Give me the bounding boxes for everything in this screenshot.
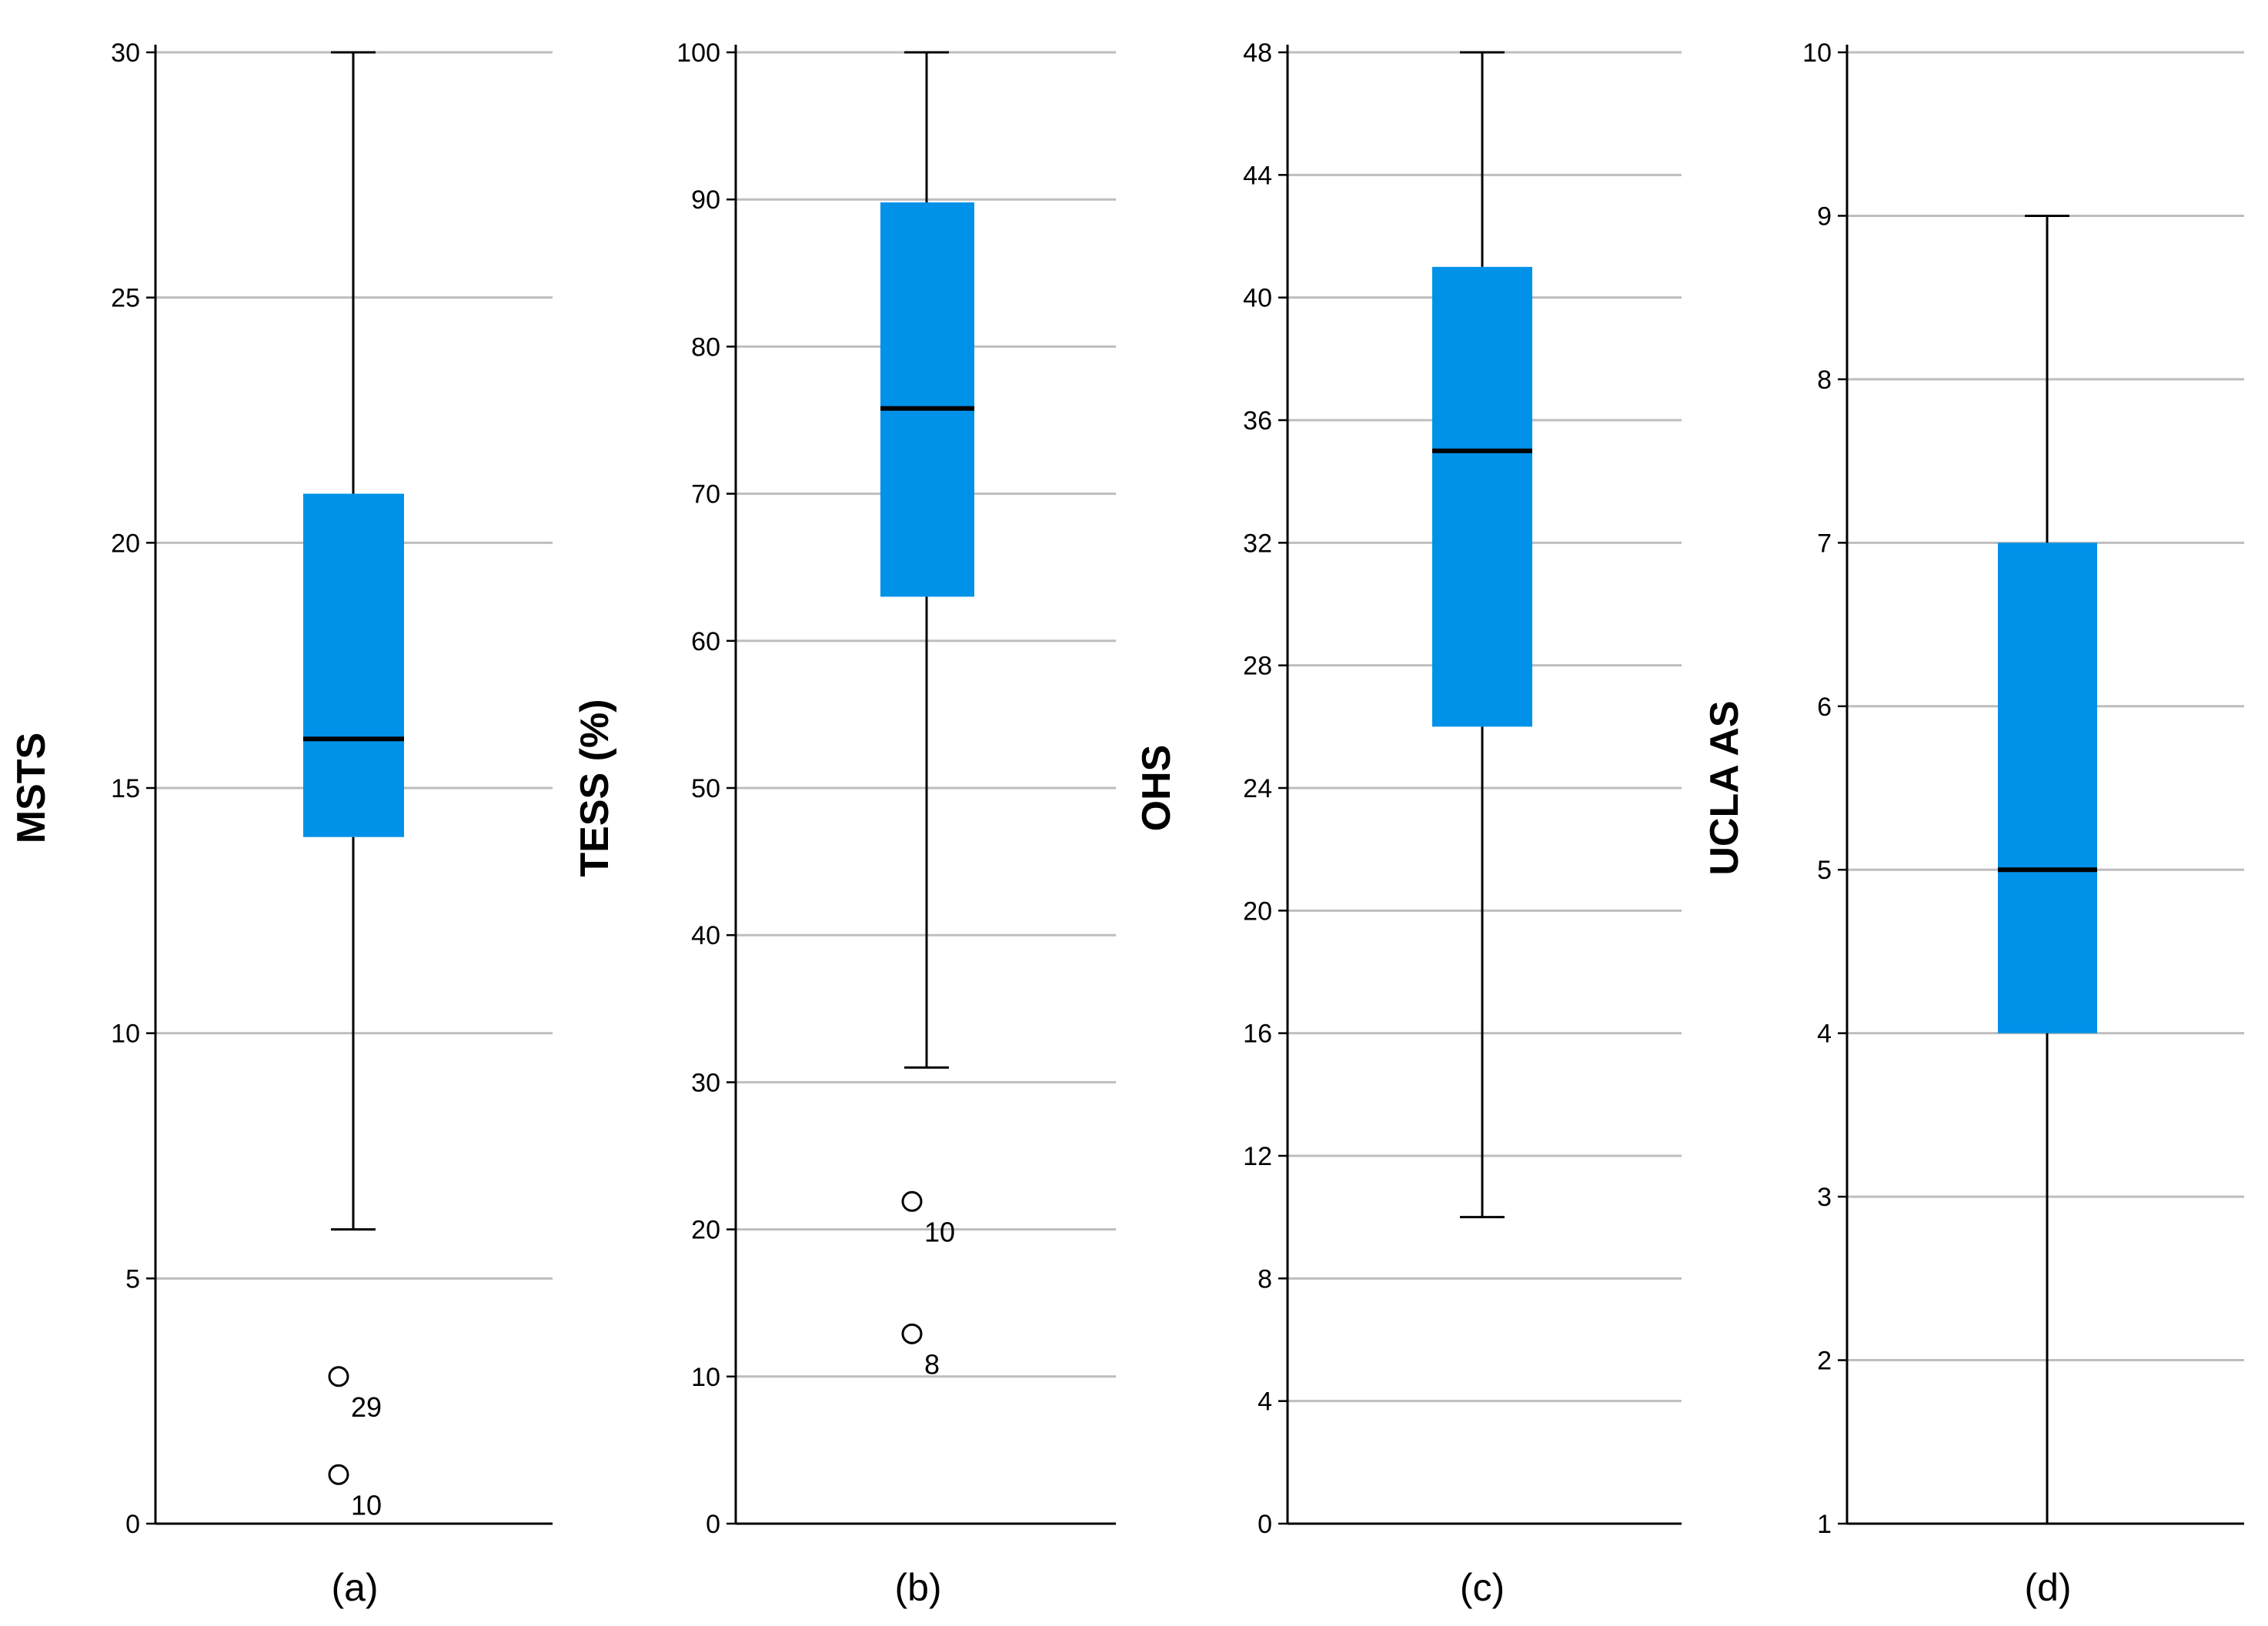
y-tick-label: 60 [691,627,720,656]
y-tick-label: 7 [1817,529,1832,558]
outlier-label: 10 [924,1216,955,1247]
y-tick-label: 8 [1817,366,1832,395]
y-tick-label: 15 [111,774,140,803]
box-iqr [1998,543,2097,1033]
y-tick-label: 0 [706,1510,720,1539]
y-tick-label: 24 [1243,774,1272,803]
panel-label: (d) [2024,1566,2071,1609]
chart-panel-2: 0 10 20 30 40 50 60 70 80 90 100 TESS (%) 10 8 (b) [573,38,1116,1609]
y-tick-label: 9 [1817,202,1832,231]
y-tick-label: 16 [1243,1020,1272,1049]
y-tick-label: 2 [1817,1347,1832,1376]
y-tick-label: 4 [1817,1020,1832,1049]
y-tick-label: 1 [1817,1510,1832,1539]
y-tick-label: 50 [691,774,720,803]
y-tick-label: 5 [1817,856,1832,885]
panel-label: (b) [894,1566,941,1609]
y-tick-label: 20 [1243,896,1272,926]
y-tick-label: 44 [1243,161,1272,190]
y-tick-label: 20 [691,1216,720,1245]
y-tick-label: 4 [1258,1387,1272,1417]
outlier-point [328,1464,349,1485]
y-tick-label: 36 [1243,406,1272,436]
chart-panel-1: 0 5 10 15 20 25 30 MSTS 29 10 (a) [9,38,553,1609]
y-tick-label: 0 [1258,1510,1272,1539]
y-tick-label: 5 [125,1264,140,1294]
y-tick-label: 10 [691,1363,720,1392]
outlier-point [328,1366,349,1387]
outlier-point [901,1190,923,1212]
panel-label: (c) [1460,1566,1505,1609]
outlier-label: 10 [351,1489,382,1521]
y-tick-label: 6 [1817,693,1832,722]
y-tick-label: 80 [691,332,720,362]
y-tick-label: 100 [676,38,720,68]
y-tick-label: 10 [111,1020,140,1049]
y-tick-label: 30 [111,38,140,68]
y-tick-label: 32 [1243,529,1272,558]
y-axis-title: UCLA AS [1702,700,1747,875]
y-axis-title: OHS [1134,745,1179,832]
y-tick-label: 90 [691,185,720,215]
y-axis-title: MSTS [9,733,54,843]
y-tick-label: 40 [691,921,720,950]
chart-panel-4: 1 2 3 4 5 6 7 8 9 10 UCLA AS (d) [1702,38,2244,1609]
y-tick-label: 48 [1243,38,1272,68]
y-tick-label: 10 [1802,38,1832,68]
box-iqr [303,493,404,837]
y-tick-label: 12 [1243,1142,1272,1171]
y-tick-label: 28 [1243,652,1272,681]
y-tick-label: 3 [1817,1183,1832,1212]
outlier-label: 29 [351,1391,382,1423]
outlier-point [901,1323,923,1344]
box-iqr [880,202,974,597]
y-tick-label: 25 [111,284,140,313]
y-axis-title: TESS (%) [573,699,617,876]
y-tick-label: 40 [1243,284,1272,313]
y-tick-label: 20 [111,529,140,558]
y-tick-label: 0 [125,1510,140,1539]
y-tick-label: 8 [1258,1264,1272,1294]
box-iqr [1432,266,1532,727]
outlier-label: 8 [924,1348,940,1380]
y-tick-label: 70 [691,480,720,509]
panel-label: (a) [331,1566,378,1609]
y-tick-label: 30 [691,1068,720,1097]
